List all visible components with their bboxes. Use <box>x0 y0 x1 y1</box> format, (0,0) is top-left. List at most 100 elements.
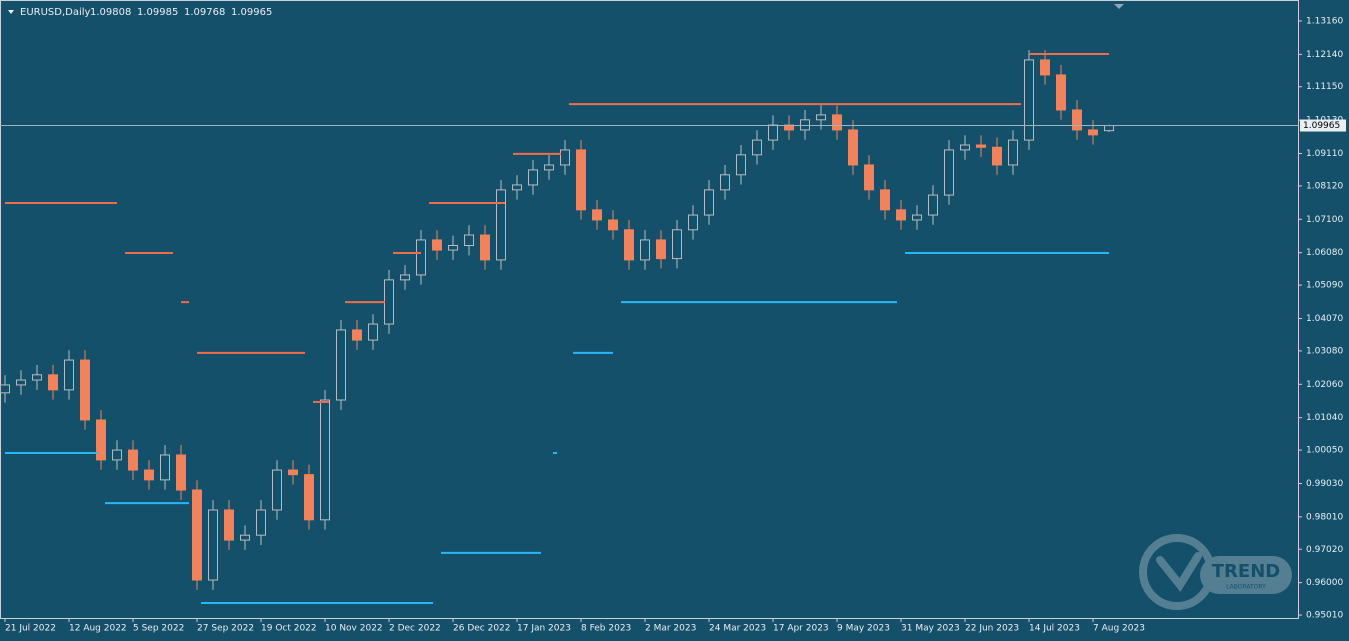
candle-body <box>928 194 938 216</box>
candle-body <box>16 379 26 386</box>
candle-body <box>240 534 250 541</box>
candle-body <box>432 239 442 251</box>
candle-body <box>208 509 218 581</box>
candle-body <box>128 449 138 471</box>
candle-body <box>864 164 874 191</box>
candle-body <box>1088 129 1098 136</box>
y-tick-label: 1.07100 <box>1306 215 1343 225</box>
candle-body <box>384 279 394 325</box>
candle-body <box>416 239 426 276</box>
y-tick-label: 1.06080 <box>1306 248 1343 258</box>
candle-body <box>1072 109 1082 131</box>
x-tick-label: 27 Sep 2022 <box>197 624 254 634</box>
candle-body <box>592 209 602 221</box>
candle-body <box>848 129 858 166</box>
candle-body <box>640 239 650 261</box>
y-tick-label: 1.08120 <box>1306 181 1343 191</box>
x-tick-label: 7 Aug 2023 <box>1093 624 1145 634</box>
candle-body <box>528 169 538 186</box>
price-label-box <box>1300 119 1346 132</box>
candle-body <box>768 124 778 141</box>
candle-body <box>336 329 346 401</box>
candle-body <box>880 189 890 211</box>
header-value: 1.09965 <box>231 7 272 18</box>
candle-body <box>320 399 330 521</box>
x-tick-label: 12 Aug 2022 <box>69 624 127 634</box>
y-tick-label: 1.02060 <box>1306 380 1343 390</box>
price-label: 1.09965 <box>1303 121 1340 131</box>
candle-body <box>1056 74 1066 111</box>
y-tick-label: 1.12140 <box>1306 50 1343 60</box>
candle-body <box>480 234 490 261</box>
y-tick-label: 1.05090 <box>1306 281 1343 291</box>
candle-body <box>176 454 186 491</box>
plot-frame <box>0 0 1299 619</box>
y-tick-label: 0.96000 <box>1306 578 1343 588</box>
x-tick-label: 24 Mar 2023 <box>709 624 766 634</box>
candle-body <box>912 214 922 221</box>
candle-body <box>832 114 842 131</box>
shift-marker <box>1114 4 1124 9</box>
candle-body <box>736 154 746 176</box>
candle-body <box>1104 125 1114 132</box>
candle-body <box>352 329 362 341</box>
logo-mark <box>1156 552 1202 592</box>
candle-body <box>816 114 826 121</box>
candle-body <box>608 219 618 231</box>
candle-body <box>80 359 90 421</box>
candle-body <box>464 234 474 246</box>
candle-body <box>976 144 986 148</box>
candle-body <box>688 214 698 231</box>
x-tick-label: 9 May 2023 <box>837 624 890 634</box>
candle-body <box>496 189 506 261</box>
x-tick-label: 2 Dec 2022 <box>389 624 441 634</box>
candle-body <box>896 209 906 221</box>
candle-body <box>1024 59 1034 141</box>
candle-body <box>0 384 10 394</box>
candle-body <box>224 509 234 541</box>
y-tick-label: 0.99030 <box>1306 479 1343 489</box>
symbol: EURUSD,Daily <box>20 7 91 18</box>
x-tick-label: 8 Feb 2023 <box>581 624 631 634</box>
y-tick-label: 1.09110 <box>1306 149 1343 159</box>
header-value: 1.09808 <box>90 7 131 18</box>
candle-body <box>992 146 1002 166</box>
candle-body <box>672 229 682 260</box>
candle-body <box>144 469 154 481</box>
header-value: 1.09985 <box>137 7 178 18</box>
candle-body <box>704 189 714 216</box>
candle-body <box>800 119 810 131</box>
candle-body <box>288 469 298 476</box>
menu-arrow <box>8 10 14 14</box>
candle-body <box>1008 139 1018 166</box>
x-tick-label: 5 Sep 2022 <box>133 624 184 634</box>
candle-body <box>256 509 266 536</box>
candle-body <box>64 359 74 391</box>
candle-body <box>512 184 522 191</box>
x-tick-label: 26 Dec 2022 <box>453 624 511 634</box>
x-tick-label: 14 Jul 2023 <box>1029 624 1080 634</box>
candle-body <box>656 239 666 260</box>
candle-body <box>544 164 554 171</box>
y-tick-label: 0.97020 <box>1306 545 1343 555</box>
candle-body <box>32 374 42 381</box>
y-tick-label: 0.95010 <box>1306 611 1343 621</box>
watermark-title: TREND <box>1212 561 1280 582</box>
x-tick-label: 17 Jan 2023 <box>517 624 571 634</box>
y-tick-label: 1.01040 <box>1306 413 1343 423</box>
candle-body <box>112 449 122 461</box>
candle-body <box>160 454 170 481</box>
candle-body <box>48 374 58 391</box>
watermark: TREND LABORATORY <box>1139 534 1292 610</box>
y-tick-label: 0.98010 <box>1306 512 1343 522</box>
candle-body <box>192 489 202 581</box>
watermark-sub: LABORATORY <box>1226 584 1266 591</box>
candle-body <box>304 474 314 521</box>
candle-body <box>96 419 106 461</box>
y-tick-label: 1.11150 <box>1306 82 1343 92</box>
y-tick-label: 1.00050 <box>1306 446 1343 456</box>
candle-body <box>752 139 762 156</box>
y-tick-label: 1.13160 <box>1306 16 1343 26</box>
candle-body <box>720 174 730 191</box>
candle-body <box>576 149 586 211</box>
